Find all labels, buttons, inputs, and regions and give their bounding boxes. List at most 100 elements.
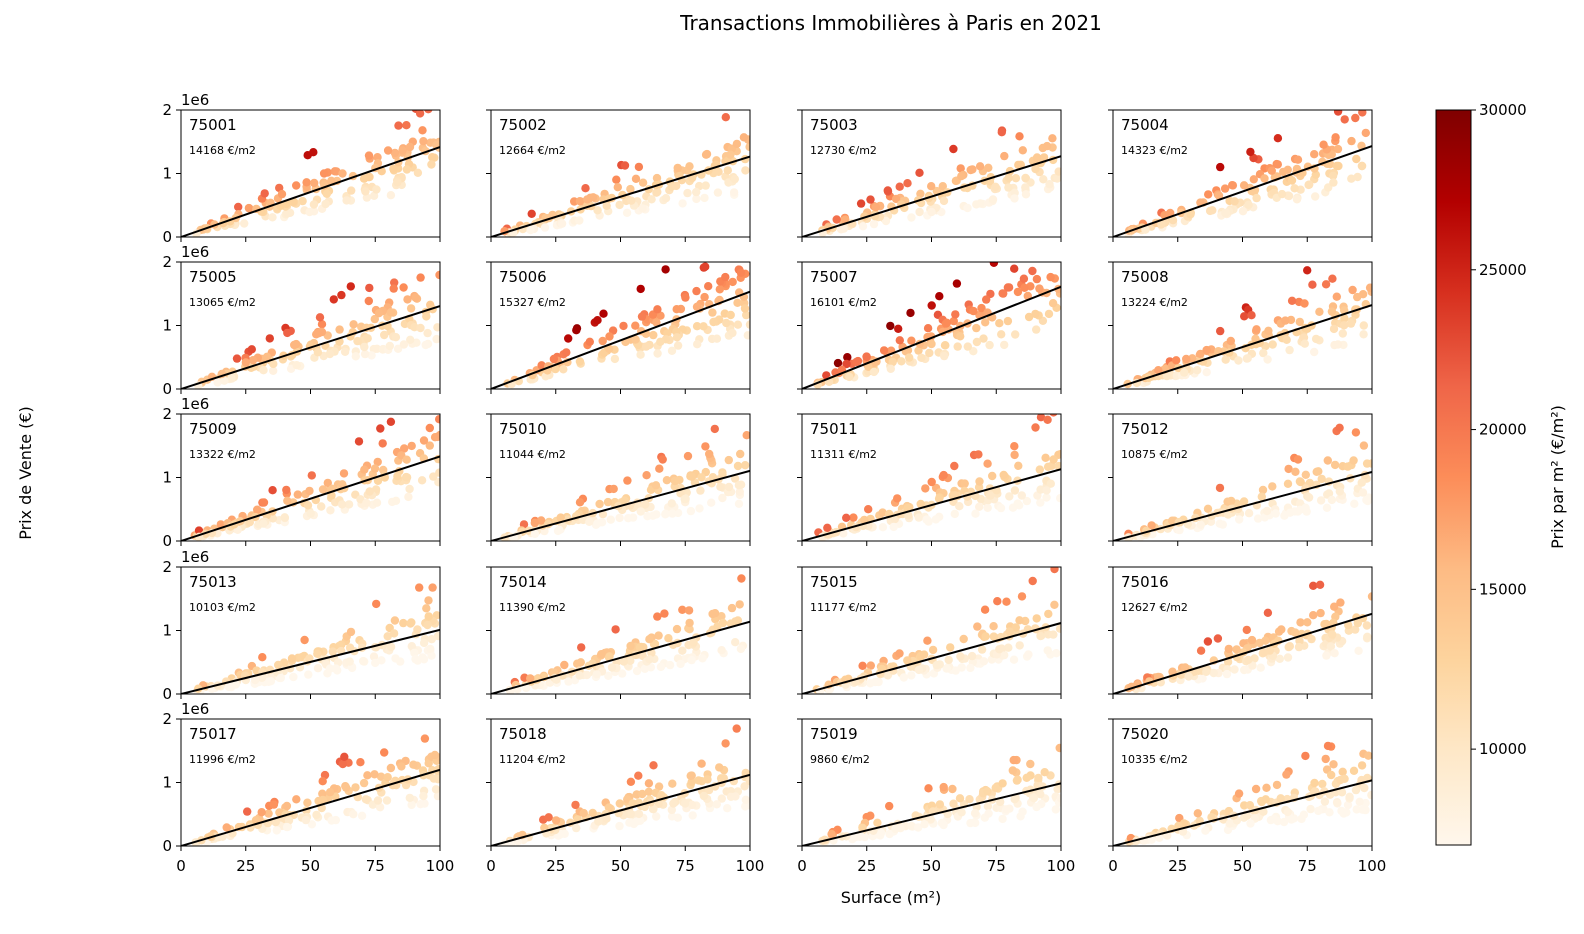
data-point	[862, 352, 871, 361]
data-point	[1055, 624, 1061, 633]
data-point	[419, 655, 429, 664]
y-tick-label: 1	[162, 469, 172, 487]
data-point	[300, 635, 309, 645]
data-point	[1015, 641, 1024, 650]
data-point	[736, 480, 746, 489]
data-point	[1303, 266, 1312, 275]
data-point	[1328, 274, 1337, 283]
data-point	[685, 625, 694, 634]
data-point	[1261, 795, 1270, 804]
data-point	[1029, 794, 1039, 803]
data-point	[271, 818, 280, 827]
data-point	[823, 523, 832, 532]
data-point	[1055, 743, 1061, 753]
x-tick-label: 50	[301, 857, 320, 875]
data-point	[620, 496, 629, 505]
data-point	[988, 195, 998, 204]
data-point	[593, 519, 602, 528]
data-point	[741, 166, 750, 175]
data-point	[1336, 598, 1345, 607]
data-point	[604, 653, 614, 662]
data-point	[989, 262, 999, 267]
data-point	[638, 204, 647, 213]
data-point	[292, 361, 301, 370]
data-point	[1363, 632, 1372, 641]
panel-avg-price: 16101 €/m2	[810, 296, 877, 309]
data-point	[610, 354, 620, 364]
data-point	[232, 354, 242, 363]
data-point	[692, 322, 702, 331]
data-point	[1050, 567, 1059, 574]
data-point	[1306, 804, 1315, 814]
data-point	[1002, 805, 1011, 814]
data-point	[530, 529, 540, 539]
data-point	[871, 677, 880, 687]
data-point	[731, 638, 740, 647]
data-point	[415, 110, 425, 118]
data-point	[429, 472, 438, 481]
data-point	[276, 673, 285, 683]
data-point	[914, 823, 923, 832]
data-point	[701, 442, 710, 451]
data-point	[390, 148, 400, 158]
data-point	[351, 783, 360, 792]
data-point	[957, 663, 966, 672]
data-point	[869, 367, 879, 377]
data-point	[721, 272, 730, 282]
data-point	[1335, 423, 1344, 432]
data-point	[575, 671, 584, 680]
data-point	[914, 665, 924, 675]
data-point	[361, 795, 371, 804]
data-point	[349, 320, 358, 329]
scatter-series	[1123, 266, 1372, 389]
data-point	[934, 494, 944, 503]
data-point	[1175, 525, 1184, 535]
y-tick-label: 2	[162, 253, 172, 271]
data-point	[305, 486, 314, 496]
data-point	[399, 340, 409, 349]
data-point	[338, 480, 347, 489]
data-point	[426, 644, 435, 654]
data-point	[425, 423, 434, 433]
y-tick-label: 2	[162, 558, 172, 576]
data-point	[1246, 819, 1255, 828]
panel-avg-price: 13065 €/m2	[189, 296, 256, 309]
data-point	[1359, 441, 1369, 450]
data-point	[740, 304, 750, 313]
data-point	[953, 342, 962, 351]
data-point	[560, 660, 569, 670]
data-point	[1244, 509, 1254, 518]
data-point	[620, 161, 630, 170]
data-point	[417, 476, 427, 485]
data-point	[1249, 175, 1259, 184]
data-point	[1353, 172, 1362, 182]
data-point	[935, 800, 945, 809]
data-point	[1036, 498, 1045, 507]
data-point	[895, 336, 904, 345]
data-point	[317, 502, 326, 511]
data-point	[361, 187, 370, 196]
panel-code: 75005	[189, 268, 237, 286]
data-point	[1287, 815, 1296, 824]
data-point	[323, 478, 332, 488]
data-point	[1044, 609, 1053, 619]
data-point	[1320, 797, 1330, 806]
data-point	[1223, 825, 1233, 835]
data-point	[1279, 167, 1288, 177]
data-point	[1043, 646, 1052, 655]
data-point	[1250, 654, 1259, 663]
data-point	[952, 279, 962, 288]
data-point	[710, 424, 719, 434]
data-point	[1045, 180, 1054, 189]
data-point	[1348, 285, 1357, 295]
data-point	[692, 302, 702, 311]
data-point	[1004, 173, 1013, 183]
data-point	[585, 337, 594, 346]
data-point	[1365, 283, 1372, 292]
data-point	[991, 783, 1000, 793]
data-point	[530, 518, 539, 528]
data-point	[883, 186, 892, 195]
data-point	[1343, 800, 1353, 810]
data-point	[1310, 778, 1319, 788]
data-point	[895, 182, 904, 191]
